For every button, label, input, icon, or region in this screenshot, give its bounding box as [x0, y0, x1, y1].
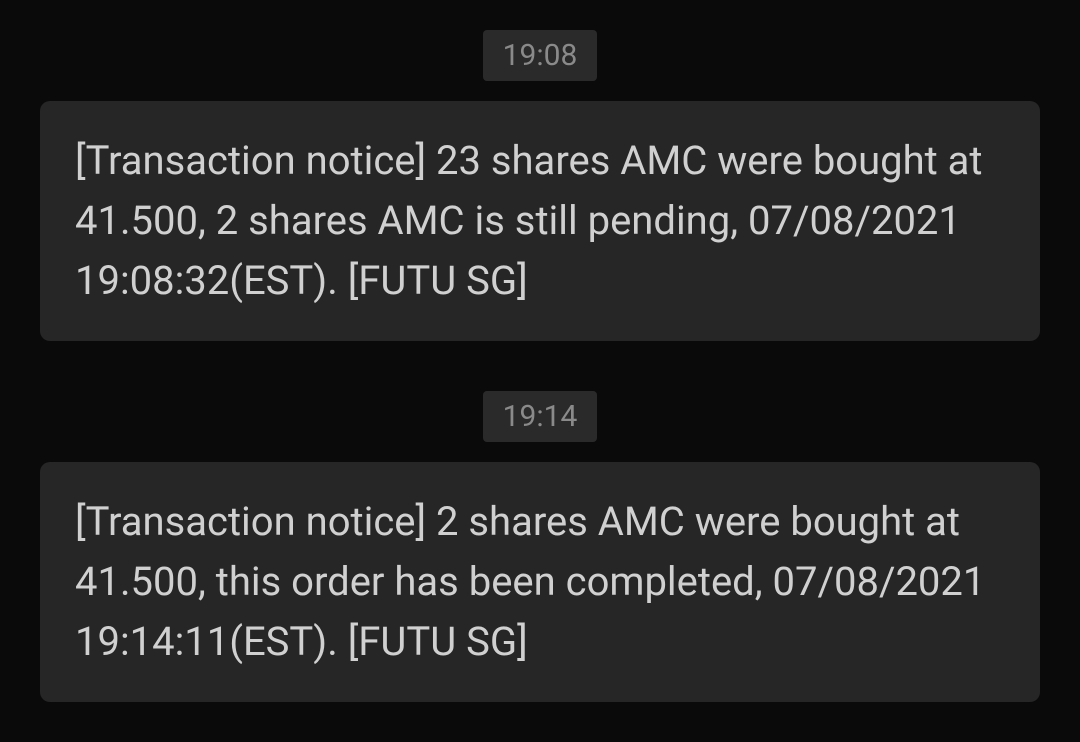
chat-container: 19:08 [Transaction notice] 23 shares AMC…	[0, 30, 1080, 702]
message-text: [Transaction notice] 23 shares AMC were …	[75, 131, 1005, 311]
timestamp-badge: 19:14	[483, 391, 598, 442]
message-bubble[interactable]: [Transaction notice] 2 shares AMC were b…	[40, 462, 1040, 702]
message-text: [Transaction notice] 2 shares AMC were b…	[75, 492, 1005, 672]
timestamp-badge: 19:08	[483, 30, 598, 81]
timestamp-row: 19:08	[0, 30, 1080, 81]
message-bubble[interactable]: [Transaction notice] 23 shares AMC were …	[40, 101, 1040, 341]
timestamp-row: 19:14	[0, 391, 1080, 442]
